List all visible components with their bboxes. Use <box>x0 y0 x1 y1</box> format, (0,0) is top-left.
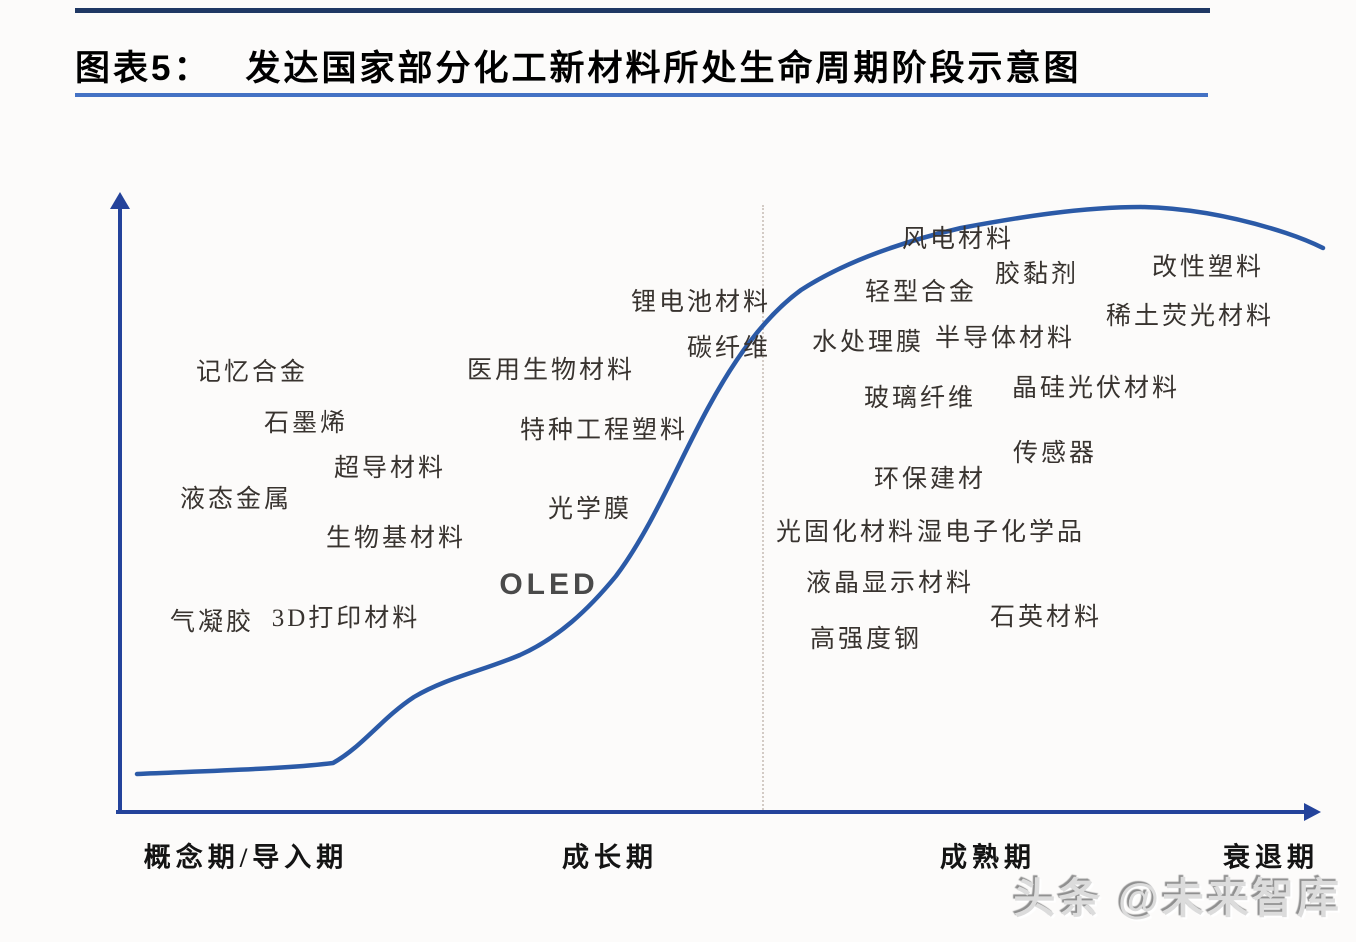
material-label: 特种工程塑料 <box>519 417 689 444</box>
y-axis <box>118 206 122 814</box>
figure-title: 图表5： 发达国家部分化工新材料所处生命周期阶段示意图 <box>75 40 1081 91</box>
material-label: 玻璃纤维 <box>863 385 977 412</box>
material-label: 晶硅光伏材料 <box>1011 375 1181 402</box>
stage-label: 成熟期 <box>940 842 1036 873</box>
material-label: 湿电子化学品 <box>916 519 1086 546</box>
x-axis-arrow-icon <box>1304 803 1321 821</box>
material-label: 改性塑料 <box>1151 254 1265 281</box>
stage-label: 概念期/导入期 <box>143 842 349 873</box>
title-underline <box>75 93 1208 97</box>
material-label: 锂电池材料 <box>630 289 772 316</box>
figure-number: 图表5： <box>75 49 212 88</box>
material-label: 气凝胶 <box>169 609 255 636</box>
material-label: 液态金属 <box>179 486 293 513</box>
material-label: 光固化材料 <box>775 519 917 546</box>
material-label: 水处理膜 <box>811 329 925 356</box>
material-label: 传感器 <box>1012 440 1098 467</box>
material-label: 半导体材料 <box>934 325 1076 352</box>
material-label: 记忆合金 <box>195 359 309 386</box>
material-label: 生物基材料 <box>325 525 467 552</box>
material-label: 风电材料 <box>901 226 1015 253</box>
material-label: 液晶显示材料 <box>805 570 975 597</box>
material-label: OLED <box>499 568 599 601</box>
figure-title-text: 发达国家部分化工新材料所处生命周期阶段示意图 <box>245 49 1082 88</box>
material-label: 石英材料 <box>989 604 1103 631</box>
stage-label: 衰退期 <box>1223 842 1319 873</box>
watermark: 头条 @未来智库 <box>1013 875 1342 922</box>
material-label: 稀土荧光材料 <box>1105 303 1275 330</box>
top-rule <box>75 8 1210 13</box>
material-label: 3D打印材料 <box>271 605 421 632</box>
material-label: 光学膜 <box>547 496 633 523</box>
material-label: 超导材料 <box>333 455 447 482</box>
material-label: 石墨烯 <box>263 410 349 437</box>
material-label: 医用生物材料 <box>466 357 636 384</box>
material-label: 轻型合金 <box>864 279 978 306</box>
stage-label: 成长期 <box>562 842 658 873</box>
material-label: 碳纤维 <box>686 335 772 362</box>
y-axis-arrow-icon <box>110 192 130 209</box>
x-axis <box>116 810 1306 814</box>
material-label: 胶黏剂 <box>994 261 1080 288</box>
material-label: 环保建材 <box>873 466 987 493</box>
material-label: 高强度钢 <box>809 626 923 653</box>
